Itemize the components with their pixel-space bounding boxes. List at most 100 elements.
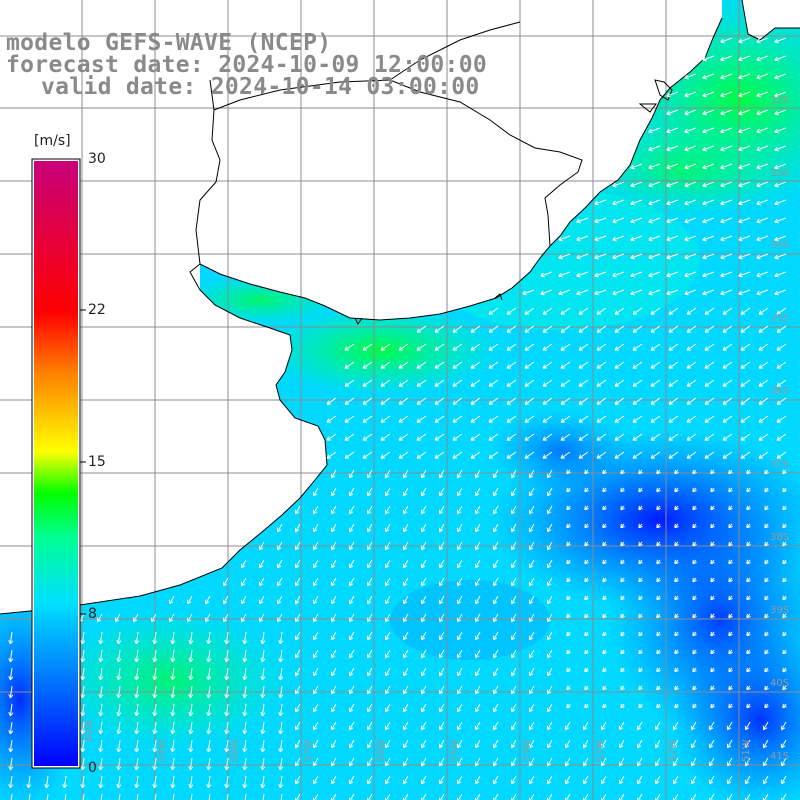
wind-arrow — [398, 433, 409, 441]
wind-arrow — [456, 541, 463, 551]
wind-arrow — [206, 739, 212, 753]
wind-arrow — [470, 379, 481, 387]
wind-arrow — [576, 217, 589, 224]
wind-arrow — [782, 469, 787, 475]
wind-arrow — [764, 703, 769, 709]
wind-arrow — [764, 487, 769, 493]
wind-arrow — [294, 649, 301, 659]
wind-arrow — [452, 451, 463, 459]
wind-arrow — [654, 757, 661, 767]
wind-arrow — [348, 667, 355, 677]
wind-arrow — [456, 505, 463, 515]
wind-arrow — [488, 307, 499, 315]
wind-arrow — [96, 613, 103, 623]
wind-arrow — [362, 451, 373, 459]
wind-arrow — [452, 415, 463, 423]
wind-arrow — [690, 739, 697, 749]
wind-arrow — [330, 631, 337, 641]
wind-arrow — [620, 631, 625, 637]
wind-arrow — [510, 523, 517, 533]
wind-arrow — [438, 775, 445, 785]
wind-arrow — [674, 613, 679, 619]
wind-arrow — [366, 685, 373, 695]
wind-arrow — [438, 487, 445, 497]
wind-arrow — [740, 433, 751, 441]
lat-label-35s: 35S — [770, 313, 790, 324]
wind-arrow — [524, 307, 535, 315]
wind-arrow — [684, 127, 697, 134]
wind-arrow — [366, 757, 373, 767]
wind-arrow — [674, 667, 679, 673]
wind-arrow — [602, 541, 607, 547]
wind-arrow — [774, 199, 787, 206]
wind-arrow — [152, 667, 158, 681]
wind-arrow — [80, 775, 86, 789]
wind-arrow — [510, 595, 517, 605]
wind-arrow — [384, 757, 391, 767]
wind-arrow — [524, 379, 535, 387]
wind-arrow — [710, 505, 715, 511]
wind-arrow — [710, 703, 715, 709]
wind-arrow — [720, 163, 733, 170]
wind-arrow — [294, 757, 301, 767]
wind-arrow — [260, 667, 266, 681]
wind-arrow — [188, 721, 194, 735]
wind-arrow — [720, 271, 733, 278]
wind-arrow — [674, 487, 679, 493]
wind-arrow — [420, 559, 427, 569]
wind-arrow — [764, 631, 769, 637]
wind-arrow — [656, 523, 661, 529]
wind-arrow — [612, 253, 625, 260]
wind-arrow — [648, 271, 661, 278]
lat-label-39s: 39S — [770, 605, 790, 616]
wind-arrow — [674, 685, 679, 691]
wind-arrow — [98, 721, 104, 735]
wind-arrow — [150, 613, 157, 623]
wind-arrow — [330, 649, 337, 659]
wind-arrow — [738, 289, 751, 296]
wind-arrow — [312, 595, 319, 605]
wind-arrow — [242, 739, 248, 753]
wind-arrow — [584, 631, 589, 637]
wind-arrow — [528, 667, 535, 677]
wind-arrow — [474, 523, 481, 533]
wind-arrow — [528, 775, 535, 785]
wind-arrow — [584, 703, 589, 709]
wind-arrow — [330, 775, 337, 785]
wind-arrow — [420, 469, 427, 479]
wind-arrow — [134, 649, 140, 663]
wind-arrow — [240, 595, 247, 605]
wind-arrow — [294, 631, 301, 641]
wind-arrow — [738, 181, 751, 188]
wind-arrow — [474, 685, 481, 695]
wind-arrow — [636, 721, 643, 731]
wind-arrow — [542, 325, 553, 333]
wind-arrow — [594, 271, 607, 278]
wind-arrow — [294, 505, 301, 515]
wind-arrow — [420, 775, 427, 785]
wind-arrow — [278, 721, 284, 735]
wind-arrow — [224, 649, 230, 663]
wind-arrow — [726, 721, 733, 731]
wind-arrow — [402, 667, 409, 677]
wind-arrow — [384, 523, 391, 533]
wind-arrow — [362, 397, 373, 405]
wind-arrow — [240, 559, 247, 569]
wind-arrow — [524, 415, 535, 423]
wind-arrow — [488, 361, 499, 369]
wind-arrow — [710, 541, 715, 547]
wind-arrow — [722, 325, 733, 333]
wind-arrow — [524, 325, 535, 333]
wind-arrow — [510, 667, 517, 677]
wind-arrow — [224, 775, 230, 789]
wind-arrow — [780, 757, 787, 767]
wind-arrow — [188, 703, 194, 717]
wind-arrow — [510, 577, 517, 587]
wind-arrow — [276, 613, 283, 623]
wind-arrow — [380, 433, 391, 441]
wind-arrow — [384, 703, 391, 713]
wind-arrow — [276, 523, 283, 533]
wind-arrow — [188, 649, 194, 663]
colorbar-gradient — [34, 161, 78, 766]
wind-arrow — [630, 199, 643, 206]
